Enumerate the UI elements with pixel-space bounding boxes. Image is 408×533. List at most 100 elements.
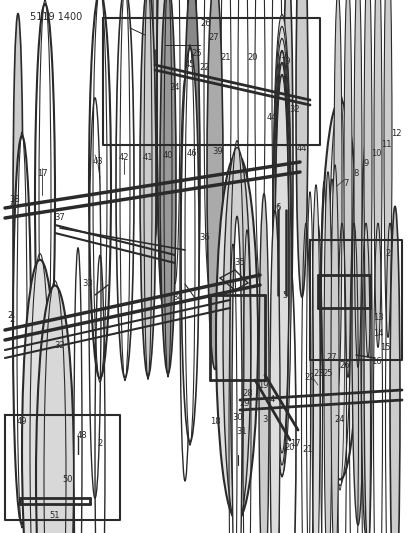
Text: 38: 38	[10, 196, 20, 205]
Text: 48: 48	[77, 431, 87, 440]
Text: 5: 5	[282, 290, 288, 300]
Text: 11: 11	[381, 140, 391, 149]
Ellipse shape	[181, 48, 199, 442]
Text: 19: 19	[280, 58, 290, 67]
Ellipse shape	[273, 27, 291, 427]
Text: 27: 27	[208, 34, 220, 43]
Text: 9: 9	[364, 159, 368, 168]
Ellipse shape	[296, 0, 308, 297]
Ellipse shape	[273, 14, 291, 416]
Ellipse shape	[283, 0, 293, 362]
Text: 43: 43	[93, 157, 103, 166]
Ellipse shape	[116, 0, 134, 377]
Text: 23: 23	[314, 369, 324, 378]
Ellipse shape	[36, 286, 74, 533]
Text: 3: 3	[262, 416, 268, 424]
Text: 7: 7	[343, 180, 349, 189]
Text: 2: 2	[9, 316, 15, 325]
Text: 29: 29	[240, 399, 250, 408]
Ellipse shape	[13, 14, 23, 413]
Text: 49: 49	[17, 417, 27, 426]
Ellipse shape	[160, 0, 176, 374]
Ellipse shape	[352, 125, 364, 525]
Text: 51: 51	[50, 511, 60, 520]
Ellipse shape	[364, 150, 372, 533]
Text: 39: 39	[213, 148, 223, 157]
Text: 44: 44	[267, 114, 277, 123]
Ellipse shape	[270, 211, 280, 533]
Text: 19: 19	[258, 381, 268, 390]
Text: 30: 30	[233, 414, 243, 423]
Ellipse shape	[74, 248, 82, 533]
Text: 41: 41	[143, 152, 153, 161]
Text: 16: 16	[371, 358, 381, 367]
Ellipse shape	[384, 0, 392, 337]
Ellipse shape	[273, 62, 291, 464]
Text: 40: 40	[163, 151, 173, 160]
Text: 25: 25	[192, 50, 202, 59]
Text: 22: 22	[305, 374, 315, 383]
Ellipse shape	[22, 260, 58, 533]
Text: 5119 1400: 5119 1400	[30, 12, 82, 22]
Text: 14: 14	[373, 328, 383, 337]
Text: 2: 2	[386, 248, 390, 257]
Ellipse shape	[259, 193, 269, 533]
Text: 34: 34	[173, 294, 183, 303]
Ellipse shape	[273, 38, 291, 440]
Ellipse shape	[278, 240, 296, 533]
Text: 26: 26	[340, 361, 350, 370]
Text: 26: 26	[201, 20, 211, 28]
Text: 20: 20	[285, 443, 295, 453]
Text: 27: 27	[327, 353, 337, 362]
Text: 24: 24	[170, 84, 180, 93]
Text: 4: 4	[269, 395, 275, 405]
Text: 46: 46	[187, 149, 197, 157]
Text: 31: 31	[237, 427, 247, 437]
Text: 13: 13	[373, 313, 383, 322]
Text: 20: 20	[248, 52, 258, 61]
Ellipse shape	[321, 101, 359, 480]
Text: 21: 21	[303, 446, 313, 455]
Text: 17: 17	[290, 439, 300, 448]
Text: 8: 8	[353, 169, 359, 179]
Text: 37: 37	[55, 214, 65, 222]
Text: 17: 17	[37, 168, 47, 177]
Ellipse shape	[216, 154, 258, 520]
Ellipse shape	[390, 206, 400, 533]
Ellipse shape	[273, 75, 291, 475]
Ellipse shape	[312, 185, 320, 533]
Text: 35: 35	[235, 259, 245, 268]
Ellipse shape	[140, 0, 156, 376]
Text: 15: 15	[380, 343, 390, 352]
Ellipse shape	[354, 0, 362, 367]
Ellipse shape	[361, 139, 371, 533]
Text: 28: 28	[243, 389, 253, 398]
Text: 50: 50	[63, 475, 73, 484]
Ellipse shape	[223, 148, 251, 527]
Text: 12: 12	[391, 130, 401, 139]
Text: 45: 45	[185, 60, 195, 69]
Ellipse shape	[232, 216, 242, 533]
Ellipse shape	[35, 4, 55, 392]
Ellipse shape	[344, 0, 352, 377]
Text: 42: 42	[119, 154, 129, 163]
Text: 25: 25	[323, 368, 333, 377]
Text: 2: 2	[98, 439, 103, 448]
Text: 32: 32	[290, 106, 300, 115]
Text: 18: 18	[210, 417, 220, 426]
Text: 36: 36	[200, 233, 211, 243]
Text: 2: 2	[7, 311, 13, 320]
Text: 44: 44	[297, 143, 307, 152]
Text: 22: 22	[200, 63, 210, 72]
Ellipse shape	[184, 0, 200, 372]
Text: 24: 24	[335, 416, 345, 424]
Ellipse shape	[334, 0, 342, 387]
Ellipse shape	[331, 165, 339, 533]
Ellipse shape	[89, 0, 111, 378]
Ellipse shape	[374, 0, 382, 348]
Text: 32: 32	[55, 341, 65, 350]
Ellipse shape	[157, 0, 167, 281]
Text: 33: 33	[83, 279, 93, 287]
Text: 10: 10	[371, 149, 381, 158]
Ellipse shape	[151, 0, 159, 237]
